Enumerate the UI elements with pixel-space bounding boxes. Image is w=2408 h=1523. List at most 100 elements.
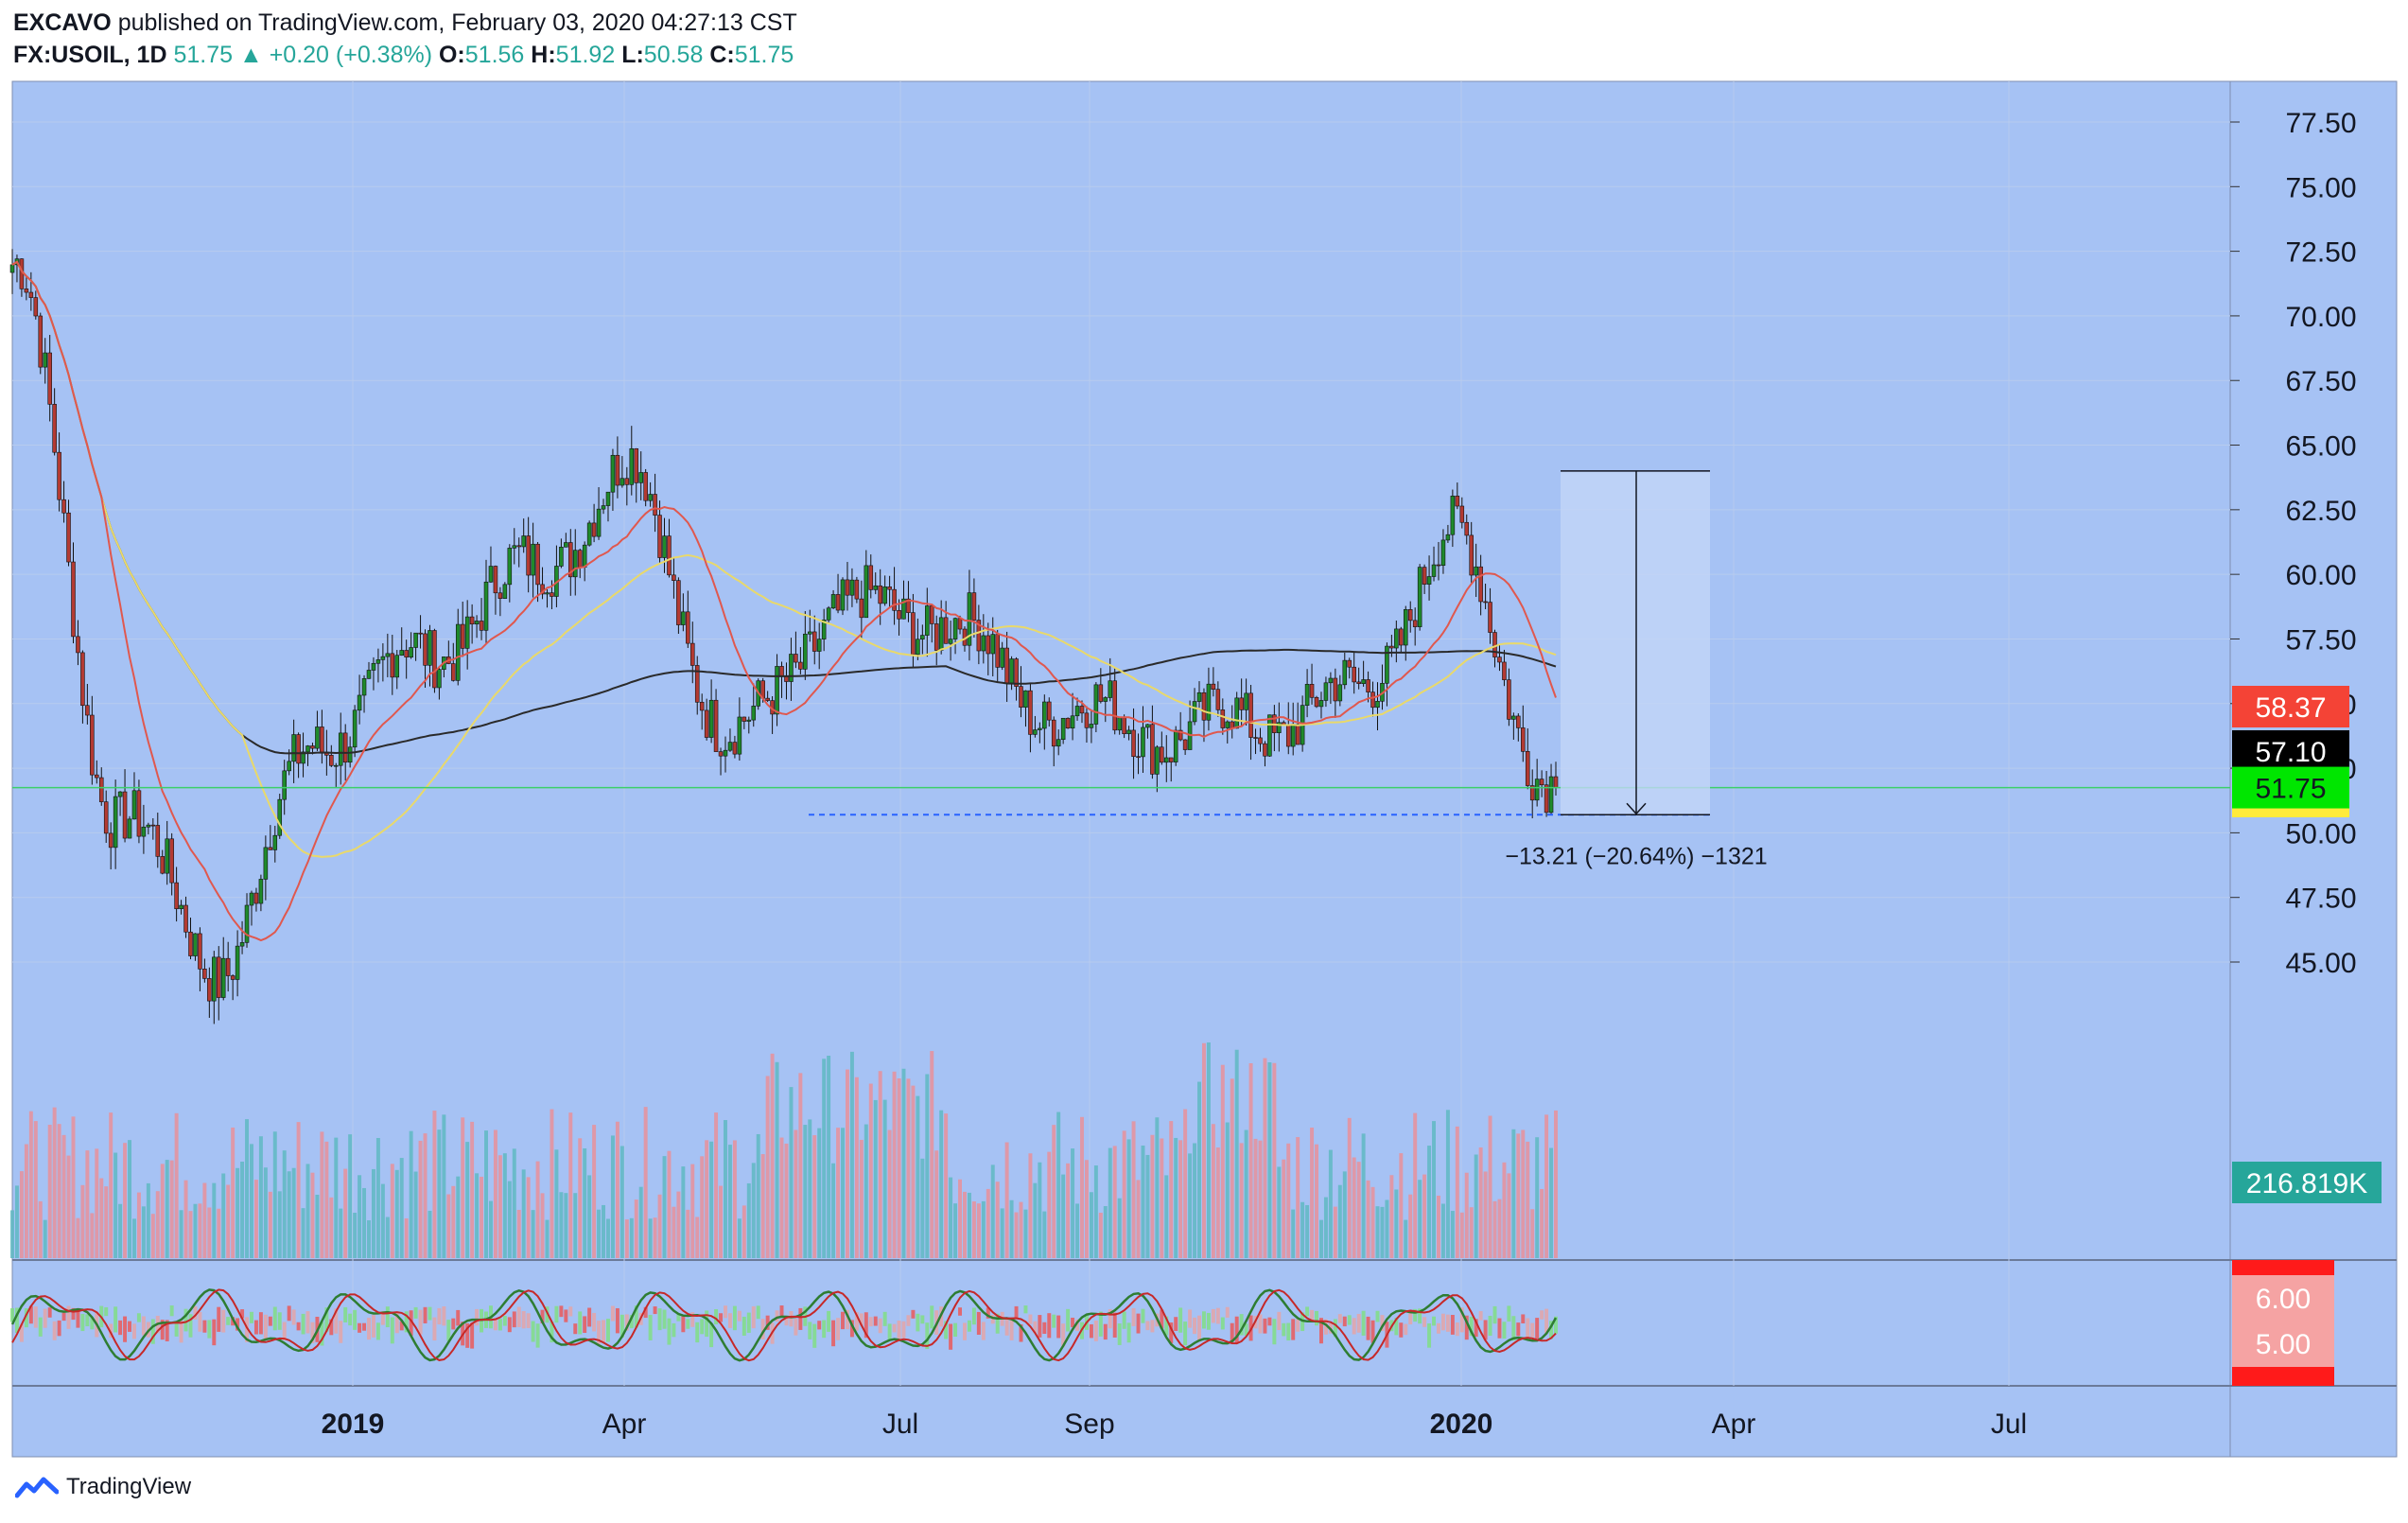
oscillator-bar	[1530, 1322, 1535, 1338]
oscillator-bar	[1296, 1319, 1300, 1332]
candle-body	[1136, 756, 1141, 759]
tradingview-logo[interactable]: TradingView	[15, 1474, 191, 1500]
oscillator-bar	[390, 1317, 394, 1344]
candle-body	[1060, 717, 1066, 741]
oscillator-bar	[516, 1306, 521, 1327]
candle-body	[474, 621, 480, 625]
oscillator-bar	[343, 1306, 348, 1322]
oscillator-bar	[1033, 1321, 1038, 1334]
oscillator-tick-label: 6.00	[2256, 1284, 2311, 1315]
volume-bar	[66, 1155, 71, 1258]
candle-body	[1516, 715, 1521, 728]
volume-bar	[1337, 1184, 1342, 1258]
volume-bar	[1380, 1206, 1385, 1258]
oscillator-bar	[428, 1306, 432, 1321]
author-name[interactable]: EXCAVO	[13, 9, 112, 36]
volume-bar	[160, 1164, 165, 1258]
candle-body	[1122, 717, 1126, 735]
oscillator-bar	[1206, 1312, 1211, 1330]
oscillator-bar	[1220, 1317, 1225, 1330]
volume-bar	[1164, 1175, 1169, 1258]
candle-body	[1399, 628, 1404, 646]
oscillator-bar	[207, 1320, 212, 1339]
volume-bar	[606, 1218, 610, 1258]
oscillator-bar	[775, 1310, 779, 1322]
ma-20-line	[11, 260, 1557, 942]
oscillator-bar	[258, 1312, 263, 1335]
volume-bar	[202, 1182, 207, 1258]
volume-bar	[1126, 1139, 1131, 1258]
volume-bar	[756, 1133, 760, 1258]
candle-body	[1328, 677, 1334, 684]
oscillator-bar	[71, 1307, 76, 1321]
volume-bar	[497, 1155, 502, 1258]
candle-body	[38, 315, 44, 368]
volume-bar	[930, 1051, 934, 1258]
oscillator-bar	[1075, 1319, 1080, 1331]
volume-bar	[1469, 1207, 1474, 1258]
volume-bar	[808, 1119, 812, 1258]
oscillator-bar	[1183, 1322, 1188, 1346]
volume-bar	[1004, 1142, 1009, 1258]
oscillator-bar	[1122, 1311, 1126, 1329]
candle-body	[808, 631, 812, 635]
oscillator-bar	[827, 1310, 831, 1332]
oscillator-bar	[253, 1320, 258, 1335]
oscillator-bar	[526, 1313, 531, 1328]
oscillator-bar	[174, 1322, 179, 1337]
candle-body	[1497, 656, 1502, 663]
candle-body	[925, 605, 930, 636]
volume-bar	[174, 1112, 179, 1258]
candle-body	[727, 742, 733, 751]
oscillator-bar	[1004, 1317, 1009, 1336]
oscillator-bar	[291, 1309, 296, 1325]
volume-label-box	[2232, 1162, 2382, 1203]
candle-body	[864, 565, 869, 619]
volume-bar	[521, 1169, 526, 1258]
candle-body	[1469, 534, 1474, 576]
candle-body	[1290, 724, 1296, 747]
candle-body	[479, 621, 484, 631]
volume-bar	[578, 1138, 583, 1258]
oscillator-bar	[1474, 1319, 1478, 1338]
volume-bar	[1023, 1209, 1028, 1258]
candle-body	[882, 586, 887, 604]
volume-bar	[150, 1214, 155, 1258]
volume-bar	[432, 1111, 437, 1258]
candle-body	[816, 639, 822, 652]
candle-body	[28, 291, 34, 298]
oscillator-bar	[831, 1320, 836, 1347]
oscillator-bar	[751, 1305, 756, 1329]
volume-bar	[1296, 1137, 1300, 1258]
candle-body	[849, 579, 855, 596]
oscillator-bar	[868, 1317, 873, 1327]
oscillator-bar	[1497, 1318, 1502, 1339]
candle-body	[699, 701, 705, 711]
candle-body	[169, 838, 174, 884]
volume-bar	[1277, 1166, 1282, 1258]
oscillator-bar	[1521, 1314, 1526, 1323]
candle-body	[394, 655, 400, 678]
volume-bar	[1248, 1063, 1253, 1258]
candle-body	[892, 588, 897, 611]
candle-body	[98, 777, 104, 802]
candle-body	[150, 824, 156, 827]
candle-body	[619, 478, 625, 486]
oscillator-bar	[1145, 1321, 1150, 1331]
volume-bar	[253, 1180, 258, 1258]
candle-body	[1215, 689, 1221, 710]
volume-bar	[1399, 1153, 1404, 1258]
volume-bar	[334, 1137, 339, 1258]
oscillator-bar	[597, 1321, 602, 1344]
volume-bar	[1215, 1147, 1220, 1258]
volume-bar	[446, 1194, 451, 1258]
oscillator-bar	[1201, 1311, 1206, 1329]
candle-body	[667, 535, 672, 576]
candle-body	[404, 650, 409, 657]
candle-body	[1014, 658, 1019, 687]
candle-body	[1450, 496, 1456, 535]
price-tick-label: 75.00	[2285, 172, 2356, 203]
oscillator-bar	[1544, 1308, 1549, 1334]
volume-bar	[559, 1192, 564, 1258]
